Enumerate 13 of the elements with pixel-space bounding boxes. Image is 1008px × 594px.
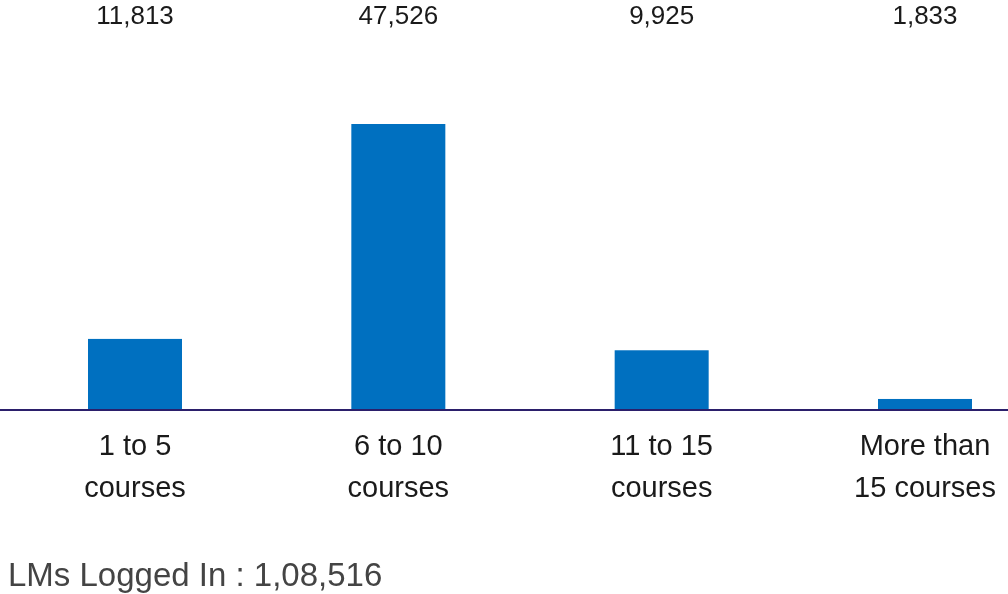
- bar: [878, 398, 972, 410]
- text: LMs Logged In : 1,08,516: [8, 556, 383, 593]
- x-tick-label: 6 to 10 courses: [347, 429, 450, 503]
- bar: [88, 338, 182, 410]
- x-tick-label: 1 to 5 courses: [84, 429, 186, 503]
- bar: [614, 350, 709, 410]
- data-label: 11,813: [96, 0, 174, 30]
- x-tick-label: More than 15 courses: [854, 429, 996, 503]
- x-tick-label: 11 to 15 courses: [610, 429, 713, 503]
- data-label: 47,526: [358, 0, 439, 30]
- bar: [351, 124, 446, 410]
- data-label: 9,925: [629, 0, 695, 30]
- data-label: 1,833: [892, 0, 958, 30]
